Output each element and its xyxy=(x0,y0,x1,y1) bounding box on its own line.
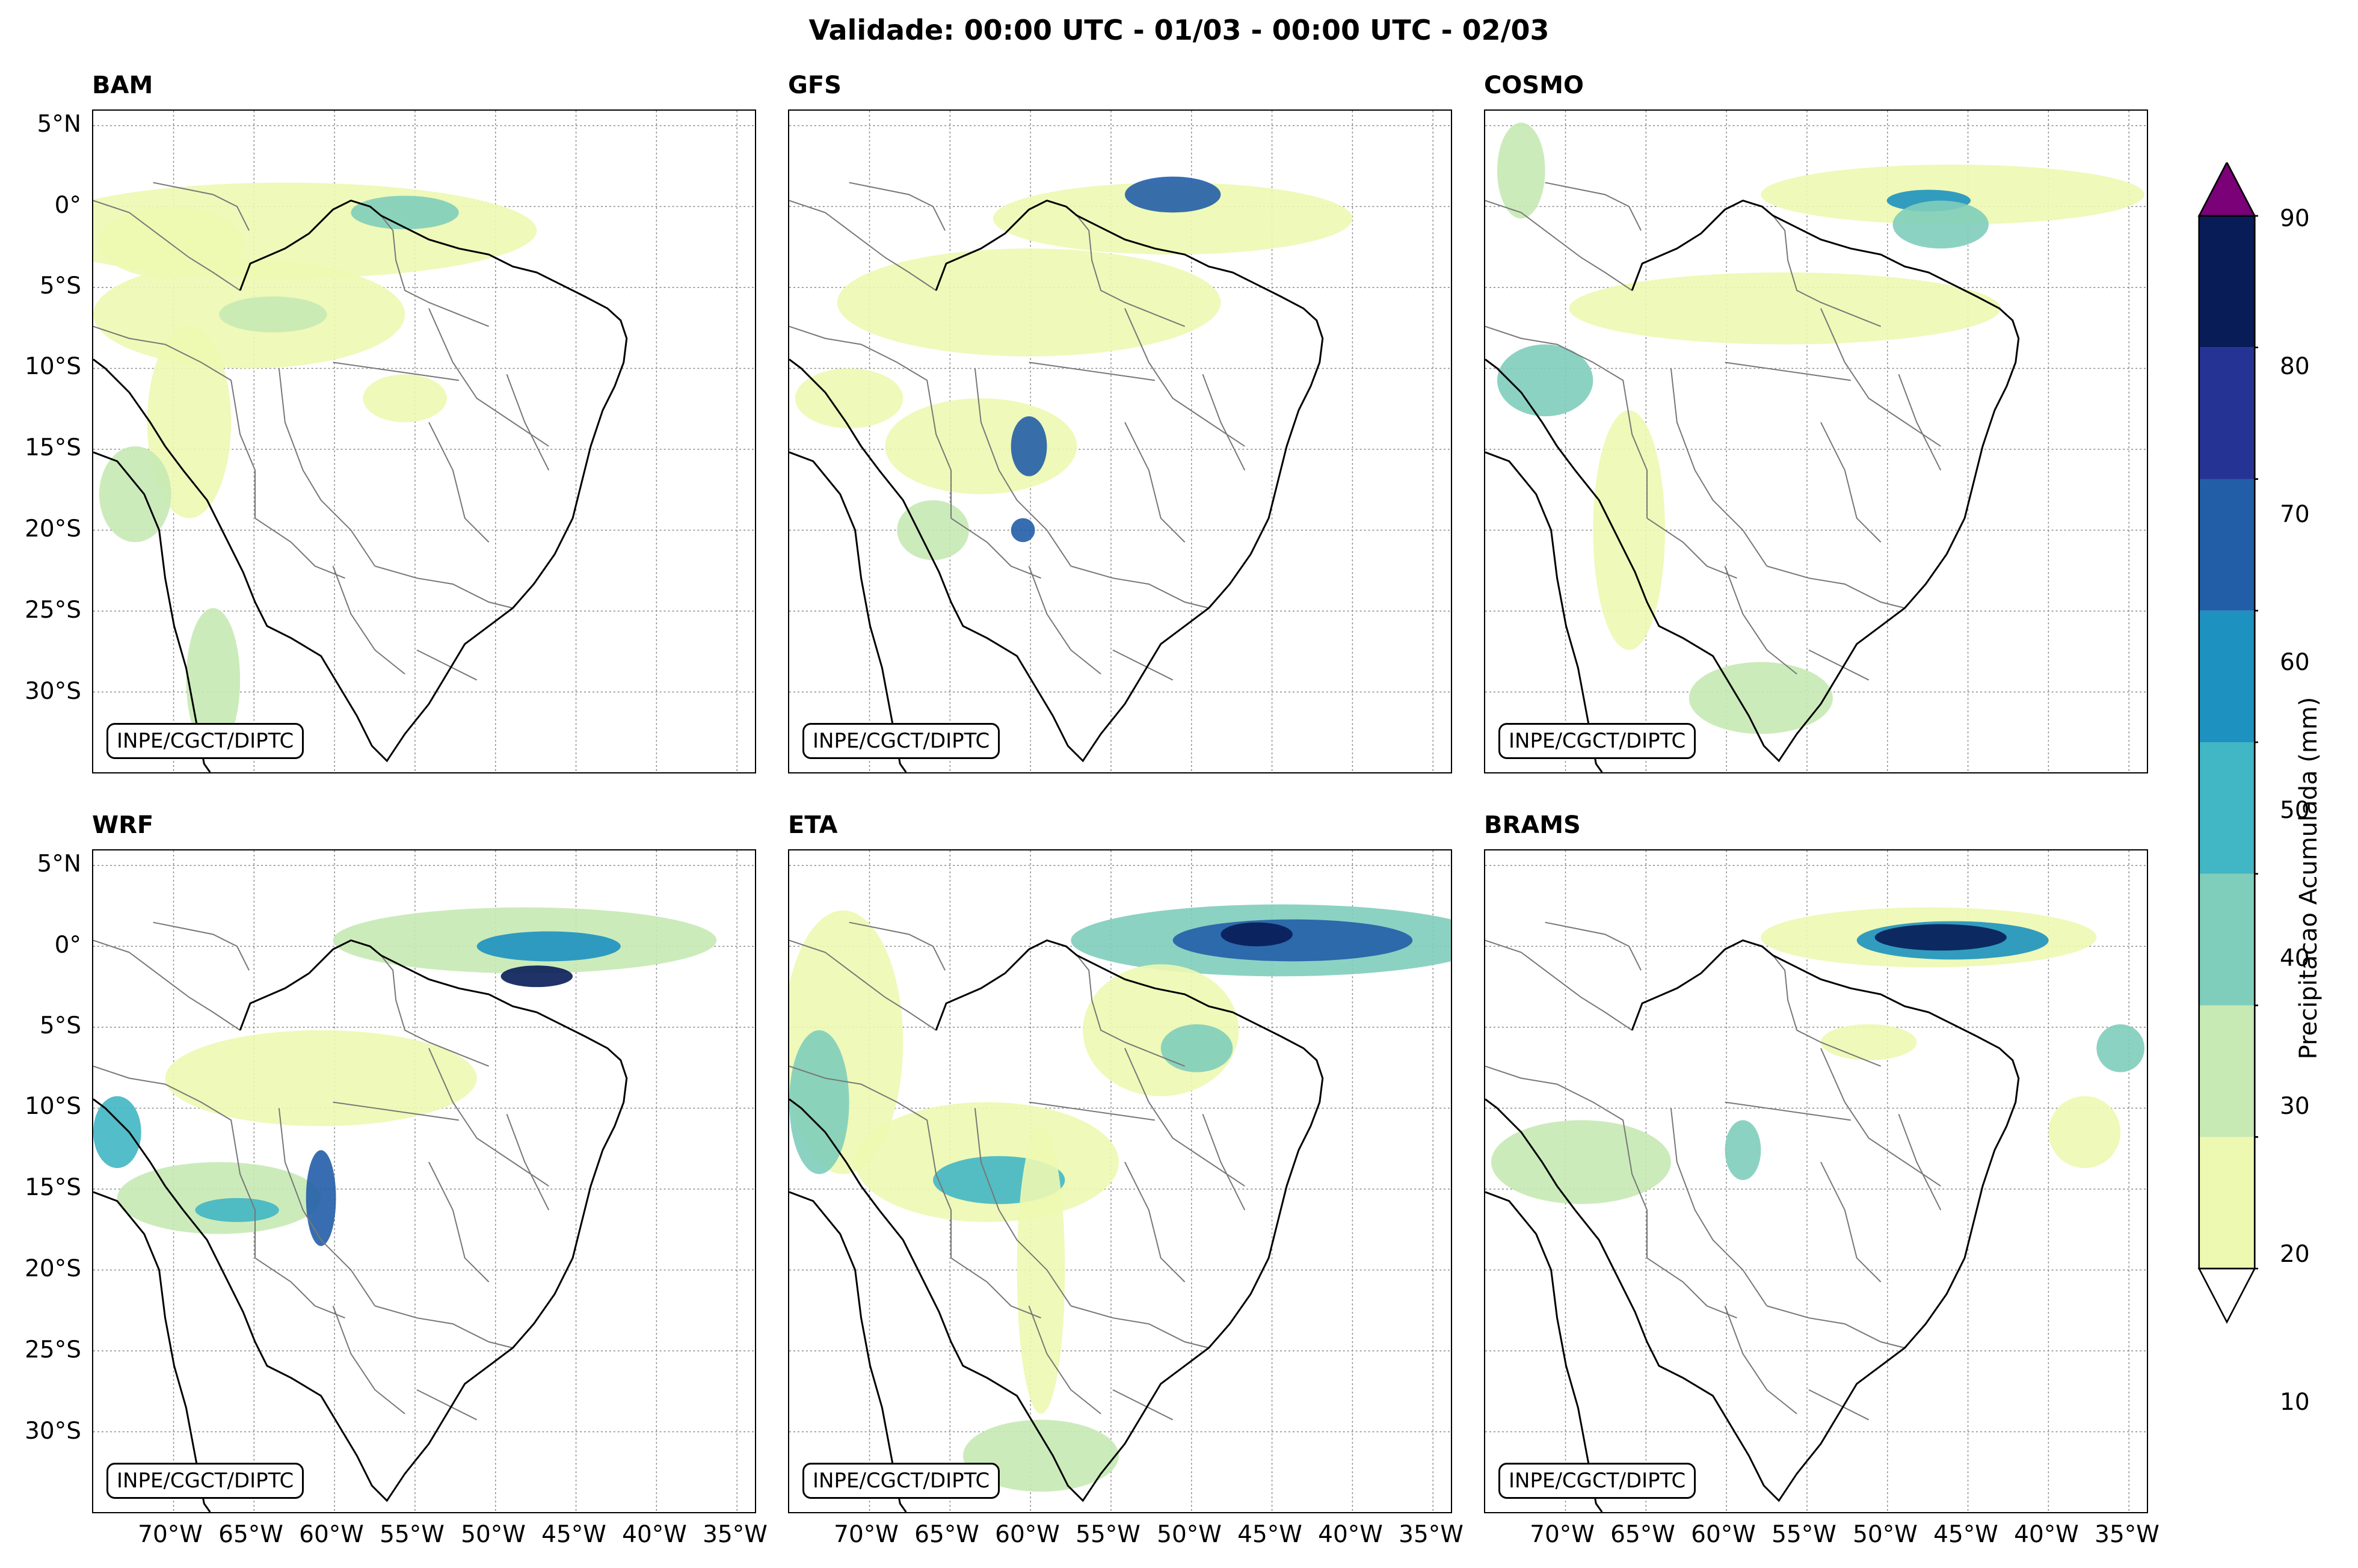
credit-box: INPE/CGCT/DIPTC xyxy=(106,723,304,759)
panel-title-wrf: WRF xyxy=(92,811,154,839)
figure-title: Validade: 00:00 UTC - 01/03 - 00:00 UTC … xyxy=(808,14,1550,46)
lat-label: 0° xyxy=(54,192,81,219)
map-panel-brams: INPE/CGCT/DIPTC xyxy=(1484,849,2148,1513)
lon-label: 40°W xyxy=(2014,1521,2079,1548)
credit-box: INPE/CGCT/DIPTC xyxy=(1498,1463,1696,1499)
colorbar-label: Precipitacao Acumulada (mm) xyxy=(2295,696,2323,1060)
lon-label: 40°W xyxy=(622,1521,687,1548)
lat-label: 15°S xyxy=(25,1174,81,1201)
map-panel-gfs: INPE/CGCT/DIPTC xyxy=(788,109,1452,773)
map-panel-cosmo: INPE/CGCT/DIPTC xyxy=(1484,109,2148,773)
lat-label: 20°S xyxy=(25,515,81,543)
lon-label: 65°W xyxy=(1610,1521,1675,1548)
lat-label: 5°S xyxy=(39,272,81,300)
colorbar-tick: 30 xyxy=(2280,1093,2310,1120)
lon-label: 60°W xyxy=(299,1521,364,1548)
lon-label: 55°W xyxy=(1076,1521,1141,1548)
map-wrf xyxy=(93,850,755,1512)
map-eta xyxy=(789,850,1451,1512)
credit-box: INPE/CGCT/DIPTC xyxy=(1498,723,1696,759)
lon-label: 55°W xyxy=(380,1521,445,1548)
panel-title-eta: ETA xyxy=(788,811,838,839)
map-brams xyxy=(1485,850,2147,1512)
colorbar-tick: 70 xyxy=(2280,501,2310,528)
lon-label: 60°W xyxy=(995,1521,1060,1548)
lon-label: 35°W xyxy=(703,1521,768,1548)
lon-label: 70°W xyxy=(834,1521,899,1548)
lat-label: 10°S xyxy=(25,353,81,380)
map-bam xyxy=(93,111,755,772)
credit-box: INPE/CGCT/DIPTC xyxy=(106,1463,304,1499)
lat-label: 30°S xyxy=(25,678,81,705)
lon-label: 35°W xyxy=(1399,1521,1464,1548)
map-gfs xyxy=(789,111,1451,772)
lat-label: 5°N xyxy=(37,111,82,138)
lon-label: 55°W xyxy=(1772,1521,1836,1548)
colorbar-tick: 90 xyxy=(2280,205,2310,232)
lon-label: 50°W xyxy=(461,1521,526,1548)
lon-label: 45°W xyxy=(541,1521,606,1548)
lon-label: 45°W xyxy=(1237,1521,1302,1548)
panel-title-bam: BAM xyxy=(92,72,153,99)
panel-title-gfs: GFS xyxy=(788,72,842,99)
colorbar-tick: 50 xyxy=(2280,797,2310,824)
lon-label: 60°W xyxy=(1691,1521,1756,1548)
lon-label: 65°W xyxy=(914,1521,979,1548)
lon-label: 35°W xyxy=(2095,1521,2159,1548)
map-panel-eta: INPE/CGCT/DIPTC xyxy=(788,849,1452,1513)
lat-label: 25°S xyxy=(25,1336,81,1364)
lon-label: 65°W xyxy=(218,1521,283,1548)
lat-label: 15°S xyxy=(25,434,81,461)
colorbar-tick: 10 xyxy=(2280,1389,2310,1416)
lat-label: 25°S xyxy=(25,597,81,624)
map-panel-bam: INPE/CGCT/DIPTC xyxy=(92,109,756,773)
lat-label: 30°S xyxy=(25,1418,81,1445)
lat-label: 10°S xyxy=(25,1093,81,1120)
colorbar-tick: 20 xyxy=(2280,1241,2310,1268)
credit-box: INPE/CGCT/DIPTC xyxy=(802,723,1000,759)
panel-title-brams: BRAMS xyxy=(1484,811,1581,839)
lon-label: 40°W xyxy=(1318,1521,1383,1548)
colorbar-tick: 60 xyxy=(2280,649,2310,676)
lat-label: 0° xyxy=(54,932,81,959)
lon-label: 70°W xyxy=(138,1521,203,1548)
colorbar-tick: 40 xyxy=(2280,945,2310,972)
colorbar-tick: 80 xyxy=(2280,353,2310,380)
lat-label: 20°S xyxy=(25,1255,81,1282)
lat-label: 5°S xyxy=(39,1012,81,1039)
lon-label: 50°W xyxy=(1157,1521,1222,1548)
lon-label: 45°W xyxy=(1933,1521,1998,1548)
map-panel-wrf: INPE/CGCT/DIPTC xyxy=(92,849,756,1513)
panel-title-cosmo: COSMO xyxy=(1484,72,1584,99)
lat-label: 5°N xyxy=(37,850,82,878)
lon-label: 50°W xyxy=(1853,1521,1918,1548)
map-cosmo xyxy=(1485,111,2147,772)
lon-label: 70°W xyxy=(1530,1521,1595,1548)
credit-box: INPE/CGCT/DIPTC xyxy=(802,1463,1000,1499)
colorbar xyxy=(2197,162,2258,1324)
